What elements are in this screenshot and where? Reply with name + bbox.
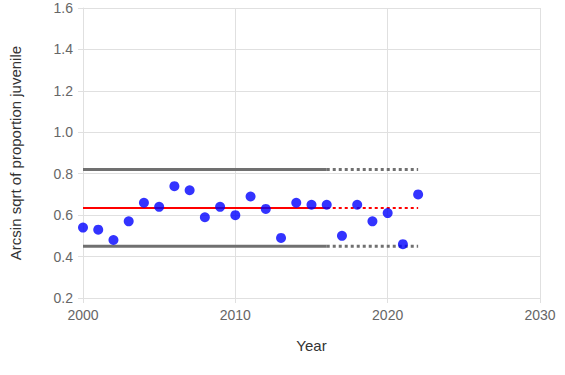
svg-text:0.8: 0.8	[54, 166, 74, 182]
svg-text:2020: 2020	[372, 307, 403, 323]
svg-text:0.4: 0.4	[54, 249, 74, 265]
svg-text:0.6: 0.6	[54, 207, 74, 223]
svg-text:1.0: 1.0	[54, 124, 74, 140]
svg-text:1.6: 1.6	[54, 0, 74, 16]
svg-text:2030: 2030	[524, 307, 555, 323]
svg-text:1.4: 1.4	[54, 41, 74, 57]
svg-text:1.2: 1.2	[54, 83, 74, 99]
svg-text:Arcsin sqrt of proportion juve: Arcsin sqrt of proportion juvenile	[7, 46, 24, 260]
svg-text:2010: 2010	[220, 307, 251, 323]
svg-text:Year: Year	[296, 337, 326, 354]
svg-text:0.2: 0.2	[54, 290, 74, 306]
svg-text:2000: 2000	[67, 307, 98, 323]
